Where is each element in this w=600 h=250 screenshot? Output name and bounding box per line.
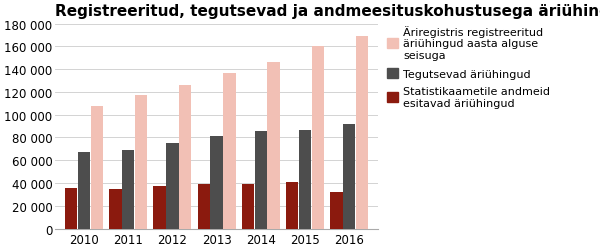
Bar <box>223 73 236 229</box>
Bar <box>330 192 343 229</box>
Bar <box>211 137 223 229</box>
Bar <box>311 47 324 229</box>
Bar <box>242 184 254 229</box>
Bar <box>122 150 134 229</box>
Bar <box>109 189 122 229</box>
Bar <box>135 96 147 229</box>
Bar <box>286 182 298 229</box>
Bar <box>179 86 191 229</box>
Bar <box>254 131 267 229</box>
Legend: Äriregistris registreeritud
äriühingud aasta alguse
seisuga, Tegutsevad äriühing: Äriregistris registreeritud äriühingud a… <box>387 26 550 108</box>
Bar <box>299 130 311 229</box>
Text: Registreeritud, tegutsevad ja andmeesituskohustusega äriühingud, 2010–2016: Registreeritud, tegutsevad ja andmeesitu… <box>55 4 600 19</box>
Bar <box>343 124 355 229</box>
Bar <box>65 188 77 229</box>
Bar <box>197 184 210 229</box>
Bar <box>356 37 368 229</box>
Bar <box>154 187 166 229</box>
Bar <box>91 106 103 229</box>
Bar <box>166 144 179 229</box>
Bar <box>268 63 280 229</box>
Bar <box>78 153 90 229</box>
